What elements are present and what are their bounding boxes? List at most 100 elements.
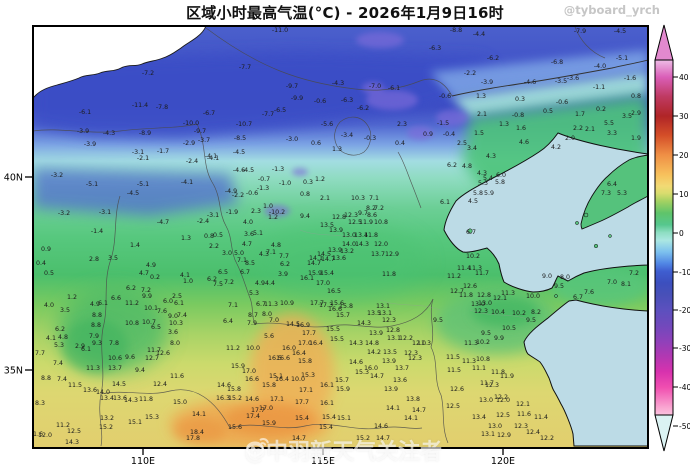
map-frame [32, 25, 649, 449]
station-temp-label: 15.3 [301, 372, 315, 379]
station-temp-label: 9.5 [481, 330, 491, 337]
warm-orange-lobe [250, 314, 334, 430]
station-temp-label: -5.1 [86, 181, 98, 188]
station-temp-label: 12.0 [374, 241, 388, 248]
station-temp-label: 13.0 [471, 301, 485, 308]
station-temp-label: -1.3 [272, 166, 284, 173]
station-temp-label: -4.5 [233, 149, 245, 156]
station-temp-label: 8.6 [367, 212, 377, 219]
station-temp-label: 10.5 [502, 325, 516, 332]
station-temp-label: 16.6 [245, 376, 259, 383]
station-temp-label: 8.0 [262, 311, 272, 318]
station-temp-label: 12.3 [382, 317, 396, 324]
no-data-region-mongolia [33, 26, 207, 99]
colorbar: 40 30 20 10 0 -10 -20 -30 -40 -50 [654, 24, 690, 452]
station-temp-label: -3.2 [58, 210, 70, 217]
station-temp-label: 5.8 [473, 190, 483, 197]
station-temp-label: 6.2 [280, 261, 290, 268]
station-temp-label: 14.6 [217, 382, 231, 389]
station-temp-label: 15.8 [298, 358, 312, 365]
station-temp-label: 4.1 [46, 335, 56, 342]
station-temp-label: 11.2 [447, 273, 461, 280]
station-temp-label: -6.1 [388, 85, 400, 92]
station-temp-label: 10.1 [144, 305, 158, 312]
station-temp-label: 17.1 [299, 387, 313, 394]
station-temp-label: 1.2 [315, 176, 325, 183]
station-temp-label: -2.1 [137, 155, 149, 162]
station-temp-label: -6.2 [487, 55, 499, 62]
station-temp-label: 11.3 [501, 290, 515, 297]
station-temp-label: -9.7 [194, 128, 206, 135]
station-temp-label: -4.6 [524, 79, 536, 86]
station-temp-label: 12.8 [477, 292, 491, 299]
station-temp-label: 14.7 [376, 435, 390, 442]
station-temp-label: 6.7 [256, 301, 266, 308]
station-temp-label: 4.3 [259, 251, 269, 258]
station-temp-label: 14.7 [370, 373, 384, 380]
station-temp-label: 13.9 [384, 386, 398, 393]
station-temp-label: 13.9 [329, 227, 343, 234]
station-temp-label: 4.1 [180, 272, 190, 279]
station-temp-label: 16.1 [320, 382, 334, 389]
warm-orange-core [225, 404, 315, 436]
watermark-top-right: @tyboard_yrch [563, 3, 660, 17]
station-temp-label: 12.4 [153, 381, 167, 388]
station-temp-label: -3.4 [341, 132, 353, 139]
station-temp-label: 8.8 [41, 375, 51, 382]
station-temp-label: 17.0 [242, 368, 256, 375]
station-temp-label: 13.7 [108, 365, 122, 372]
station-temp-label: 4.8 [462, 163, 472, 170]
longitude-axis: 110E 115E 120E [131, 448, 515, 467]
liaodong-peninsula [580, 154, 648, 230]
station-temp-label: 12.1 [516, 401, 530, 408]
lat-tick-label: 35N [4, 366, 23, 377]
station-temp-label: 10.4 [491, 309, 505, 316]
station-temp-label: 2.3 [397, 121, 407, 128]
station-temp-label: 16.0 [364, 365, 378, 372]
lon-tick-label: 120E [491, 456, 515, 467]
station-temp-label: 17.7 [251, 407, 265, 414]
station-temp-label: 15.9 [231, 363, 245, 370]
station-temp-label: 10.0 [291, 376, 305, 383]
station-temp-label: 2.0 [565, 135, 575, 142]
cold-purple-pockets [264, 32, 468, 217]
station-temp-label: 8.7 [248, 312, 258, 319]
station-temp-label: 8.5 [245, 260, 255, 267]
station-temp-label: 6.4 [607, 181, 617, 188]
station-temp-label: 10.2 [466, 253, 480, 260]
temperature-field: -7.2-7.7-11.4 -7.8-6.1 -6.7-10.0 -10.7-3.9-… [33, 26, 648, 448]
station-temp-label: 15.8 [339, 303, 353, 310]
station-temp-label: 2.9 [75, 343, 85, 350]
station-temp-label: -1.9 [226, 209, 238, 216]
station-temp-label: 1.2 [268, 214, 278, 221]
station-temp-label: 8.1 [621, 281, 631, 288]
station-temp-label: 5.3 [54, 342, 64, 349]
station-temp-label: 15.2 [99, 424, 113, 431]
colorbar-tick-label: -10 [679, 268, 690, 277]
station-temp-label: 0.8 [204, 233, 214, 240]
station-temp-label: -0.4 [443, 131, 455, 138]
warm-orange-west [174, 418, 226, 444]
station-temp-label: 10.9 [280, 300, 294, 307]
station-temp-label: 0.5 [213, 232, 223, 239]
station-temp-label: 11.8 [139, 396, 153, 403]
station-temp-label: 11.4 [457, 265, 471, 272]
station-temp-label: 11.2 [226, 345, 240, 352]
station-temp-label: 5.5 [604, 120, 614, 127]
station-temp-label: 3.6 [244, 231, 254, 238]
station-temp-label: 15.2 [228, 395, 242, 402]
station-temp-label: 14.8 [365, 340, 379, 347]
station-temp-label: 1.0 [183, 278, 193, 285]
station-temp-label: 14.1 [404, 415, 418, 422]
station-temp-label: 12.0 [412, 340, 426, 347]
station-temp-label: 15.5 [330, 336, 344, 343]
station-temp-label: 7.1 [228, 302, 238, 309]
station-temp-label: 11.3 [417, 340, 431, 347]
station-temp-label: 12.3 [514, 423, 528, 430]
station-temp-label: 12.3 [404, 350, 418, 357]
station-temp-label: 11.5 [68, 382, 82, 389]
station-temp-label: -4.5 [614, 28, 626, 35]
station-temp-label: 7.2 [224, 279, 234, 286]
station-temp-label: 11.2 [56, 422, 70, 429]
